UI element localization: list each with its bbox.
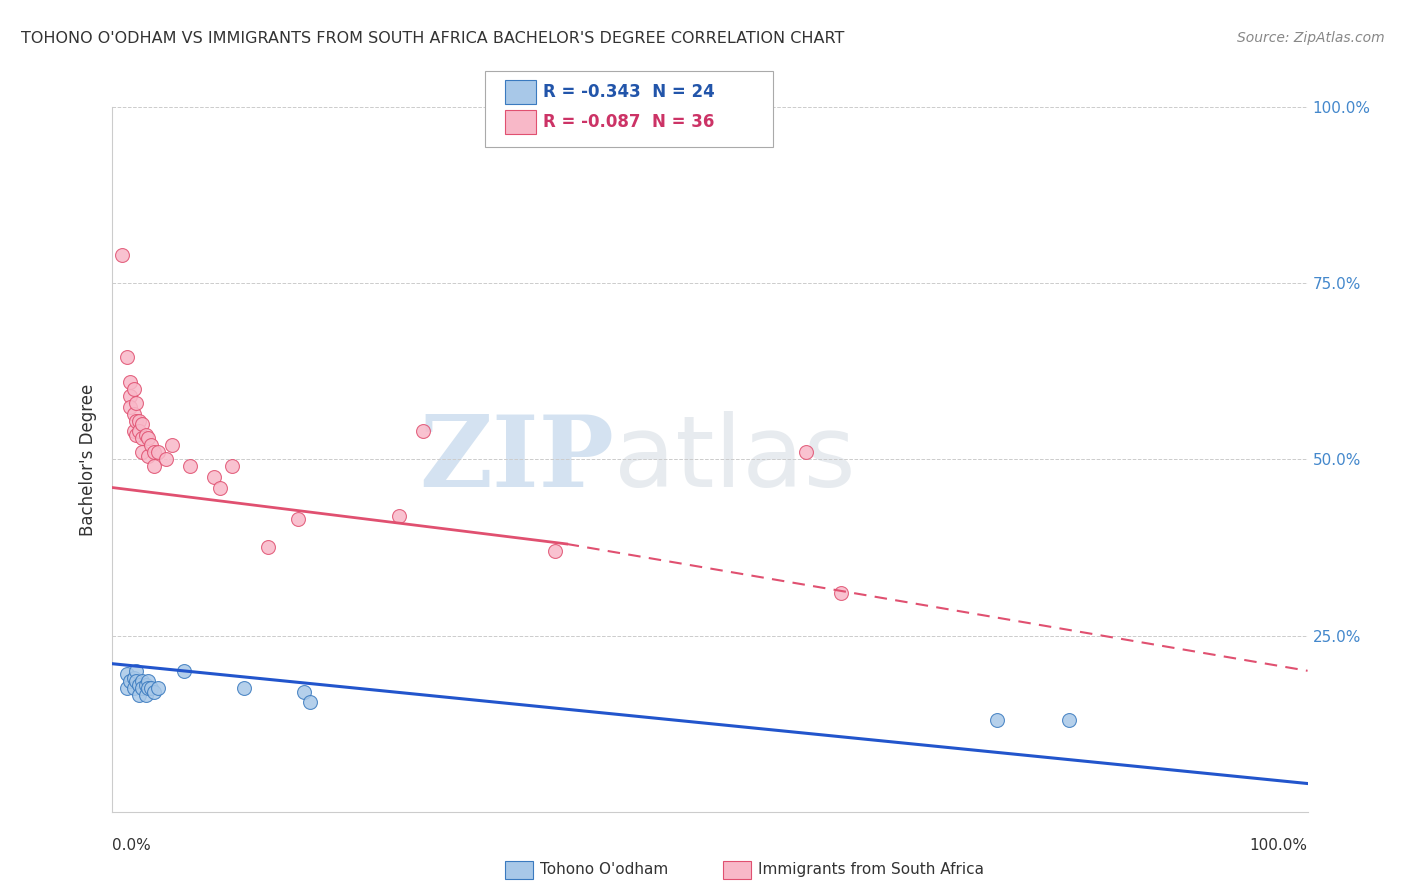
Point	[388, 508, 411, 523]
Point	[125, 427, 148, 442]
Point	[143, 685, 166, 699]
Point	[221, 459, 243, 474]
Point	[412, 424, 434, 438]
Point	[143, 459, 166, 474]
Point	[131, 445, 153, 459]
Point	[131, 431, 153, 445]
Text: ZIP: ZIP	[419, 411, 614, 508]
Point	[986, 713, 1008, 727]
Point	[1057, 713, 1080, 727]
Point	[128, 424, 150, 438]
Text: 100.0%: 100.0%	[1250, 838, 1308, 854]
Point	[155, 452, 177, 467]
Point	[138, 674, 160, 689]
Text: Source: ZipAtlas.com: Source: ZipAtlas.com	[1237, 31, 1385, 45]
Point	[128, 689, 150, 703]
Point	[233, 681, 256, 696]
Text: Immigrants from South Africa: Immigrants from South Africa	[758, 863, 984, 877]
Point	[122, 681, 145, 696]
Point	[122, 407, 145, 421]
Text: atlas: atlas	[614, 411, 856, 508]
Point	[135, 689, 157, 703]
Point	[120, 400, 142, 414]
Point	[257, 541, 280, 555]
Point	[162, 438, 183, 452]
Point	[138, 431, 160, 445]
Point	[298, 696, 321, 710]
Point	[173, 664, 195, 678]
Point	[135, 427, 157, 442]
Point	[128, 678, 150, 692]
Point	[139, 681, 162, 696]
Point	[202, 470, 225, 484]
Point	[125, 414, 148, 428]
Y-axis label: Bachelor's Degree: Bachelor's Degree	[79, 384, 97, 535]
Point	[115, 350, 138, 364]
Point	[111, 248, 134, 262]
Point	[146, 445, 169, 459]
Point	[125, 664, 148, 678]
Text: Tohono O'odham: Tohono O'odham	[540, 863, 668, 877]
Point	[138, 449, 160, 463]
Point	[120, 389, 142, 403]
Point	[287, 512, 309, 526]
Point	[125, 674, 148, 689]
Point	[122, 382, 145, 396]
Point	[131, 681, 153, 696]
Point	[125, 396, 148, 410]
Point	[135, 678, 157, 692]
Point	[143, 445, 166, 459]
Text: 0.0%: 0.0%	[112, 838, 152, 854]
Point	[115, 681, 138, 696]
Point	[120, 375, 142, 389]
Point	[120, 674, 142, 689]
Point	[146, 681, 169, 696]
Point	[128, 414, 150, 428]
Point	[831, 586, 853, 600]
Point	[139, 438, 162, 452]
Point	[292, 685, 315, 699]
Text: R = -0.087  N = 36: R = -0.087 N = 36	[543, 113, 714, 131]
Point	[122, 424, 145, 438]
Point	[543, 544, 565, 558]
Point	[131, 674, 153, 689]
Point	[179, 459, 201, 474]
Point	[794, 445, 817, 459]
Point	[209, 481, 232, 495]
Point	[138, 681, 160, 696]
Point	[115, 667, 138, 681]
Text: R = -0.343  N = 24: R = -0.343 N = 24	[543, 83, 714, 101]
Point	[131, 417, 153, 431]
Point	[122, 671, 145, 685]
Text: TOHONO O'ODHAM VS IMMIGRANTS FROM SOUTH AFRICA BACHELOR'S DEGREE CORRELATION CHA: TOHONO O'ODHAM VS IMMIGRANTS FROM SOUTH …	[21, 31, 845, 46]
